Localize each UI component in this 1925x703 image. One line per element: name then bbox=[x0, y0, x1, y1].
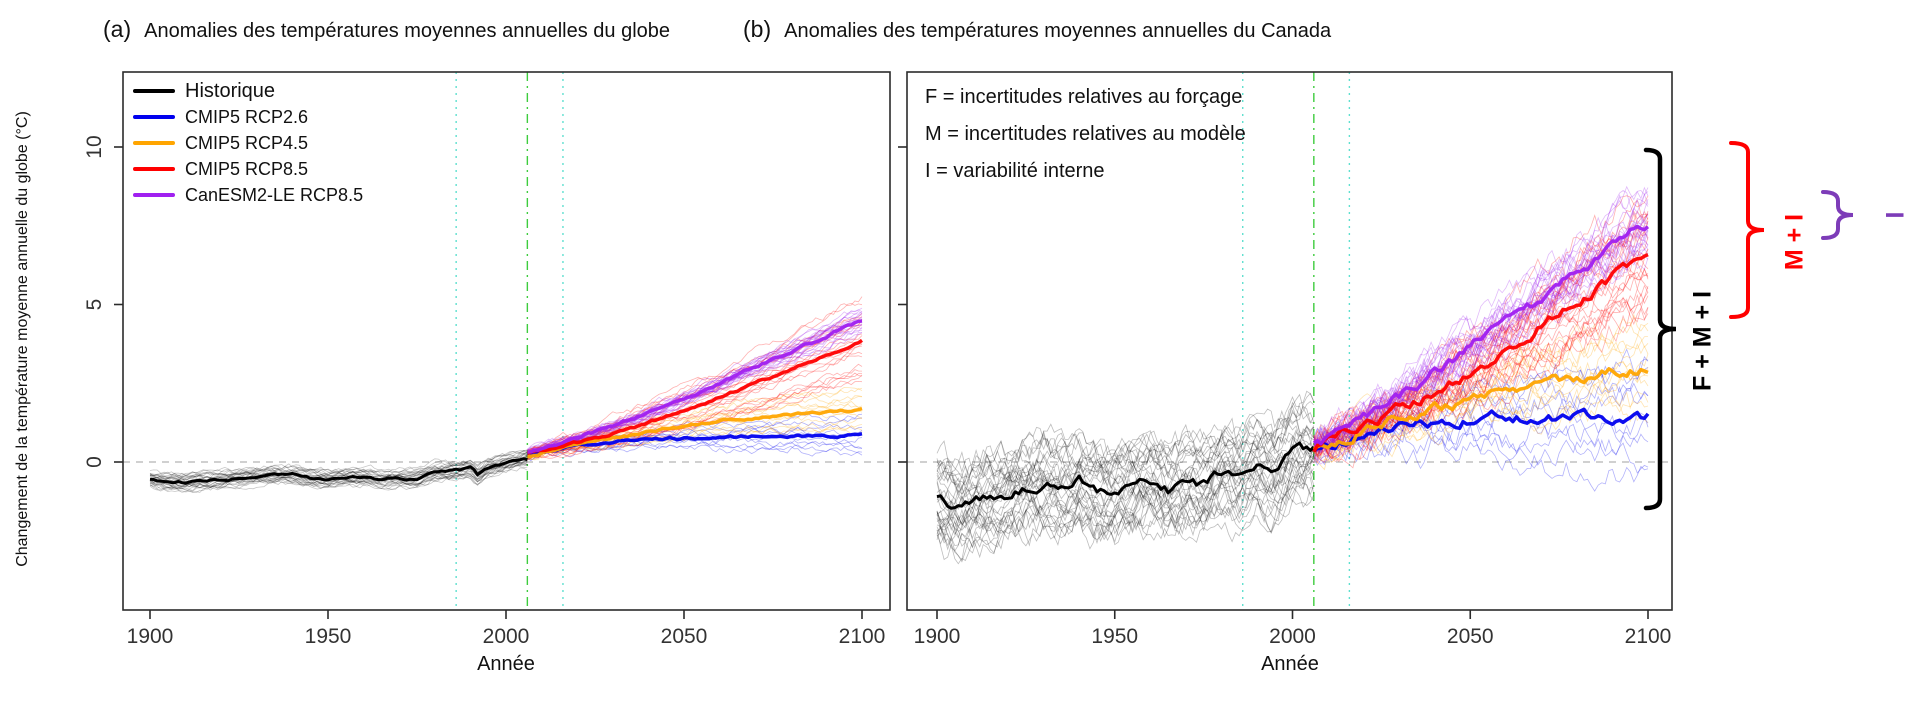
svg-text:2050: 2050 bbox=[1447, 625, 1494, 648]
legend-swatch-rcp85 bbox=[133, 167, 175, 171]
svg-text:2100: 2100 bbox=[839, 625, 886, 648]
svg-text:5: 5 bbox=[83, 299, 106, 311]
panel-a-title-text: Anomalies des températures moyennes annu… bbox=[144, 20, 671, 42]
bracket-label-m-i: M + I bbox=[1780, 213, 1809, 271]
legend-label-rcp26: CMIP5 RCP2.6 bbox=[185, 106, 309, 127]
legend-label-rcp85: CMIP5 RCP8.5 bbox=[185, 158, 309, 179]
svg-text:10: 10 bbox=[83, 135, 106, 158]
svg-text:0: 0 bbox=[83, 456, 106, 468]
svg-text:1900: 1900 bbox=[914, 625, 961, 648]
svg-text:1950: 1950 bbox=[305, 625, 352, 648]
x-axis-label-panel-a: Année bbox=[477, 653, 535, 675]
note-forcing: F = incertitudes relatives au forçage bbox=[925, 86, 1243, 108]
uncertainty-notes: F = incertitudes relatives au forçage M … bbox=[925, 86, 1246, 197]
legend-label-historique: Historique bbox=[185, 79, 276, 102]
legend-label-canesm2: CanESM2-LE RCP8.5 bbox=[185, 184, 364, 205]
svg-text:2000: 2000 bbox=[1269, 625, 1316, 648]
legend: Historique CMIP5 RCP2.6 CMIP5 RCP4.5 CMI… bbox=[133, 78, 363, 208]
y-axis-label: Changement de la température moyenne ann… bbox=[14, 111, 31, 567]
legend-item-rcp85: CMIP5 RCP8.5 bbox=[133, 156, 363, 182]
panel-a-tag: (a) bbox=[103, 16, 132, 42]
legend-item-rcp45: CMIP5 RCP4.5 bbox=[133, 130, 363, 156]
svg-text:2000: 2000 bbox=[483, 625, 530, 648]
legend-swatch-rcp45 bbox=[133, 141, 175, 145]
legend-item-historique: Historique bbox=[133, 78, 363, 104]
legend-label-rcp45: CMIP5 RCP4.5 bbox=[185, 132, 309, 153]
svg-text:1900: 1900 bbox=[127, 625, 174, 648]
x-axis-label-panel-b: Année bbox=[1261, 653, 1319, 675]
legend-item-rcp26: CMIP5 RCP2.6 bbox=[133, 104, 363, 130]
note-internal: I = variabilité interne bbox=[925, 160, 1105, 182]
panel-b-title: (b) Anomalies des températures moyennes … bbox=[743, 16, 1331, 43]
bracket-label-i: I bbox=[1881, 211, 1910, 219]
legend-swatch-historique bbox=[133, 89, 175, 93]
legend-item-canesm2: CanESM2-LE RCP8.5 bbox=[133, 182, 363, 208]
legend-swatch-canesm2 bbox=[133, 193, 175, 197]
svg-text:2100: 2100 bbox=[1625, 625, 1672, 648]
panel-b-tag: (b) bbox=[743, 16, 772, 42]
legend-swatch-rcp26 bbox=[133, 115, 175, 119]
panel-a-title: (a) Anomalies des températures moyennes … bbox=[103, 16, 670, 43]
panel-b-title-text: Anomalies des températures moyennes annu… bbox=[784, 20, 1332, 42]
svg-text:2050: 2050 bbox=[661, 625, 708, 648]
bracket-label-f-m-i: F + M + I bbox=[1688, 290, 1717, 392]
note-model: M = incertitudes relatives au modèle bbox=[925, 123, 1246, 145]
svg-text:1950: 1950 bbox=[1091, 625, 1138, 648]
